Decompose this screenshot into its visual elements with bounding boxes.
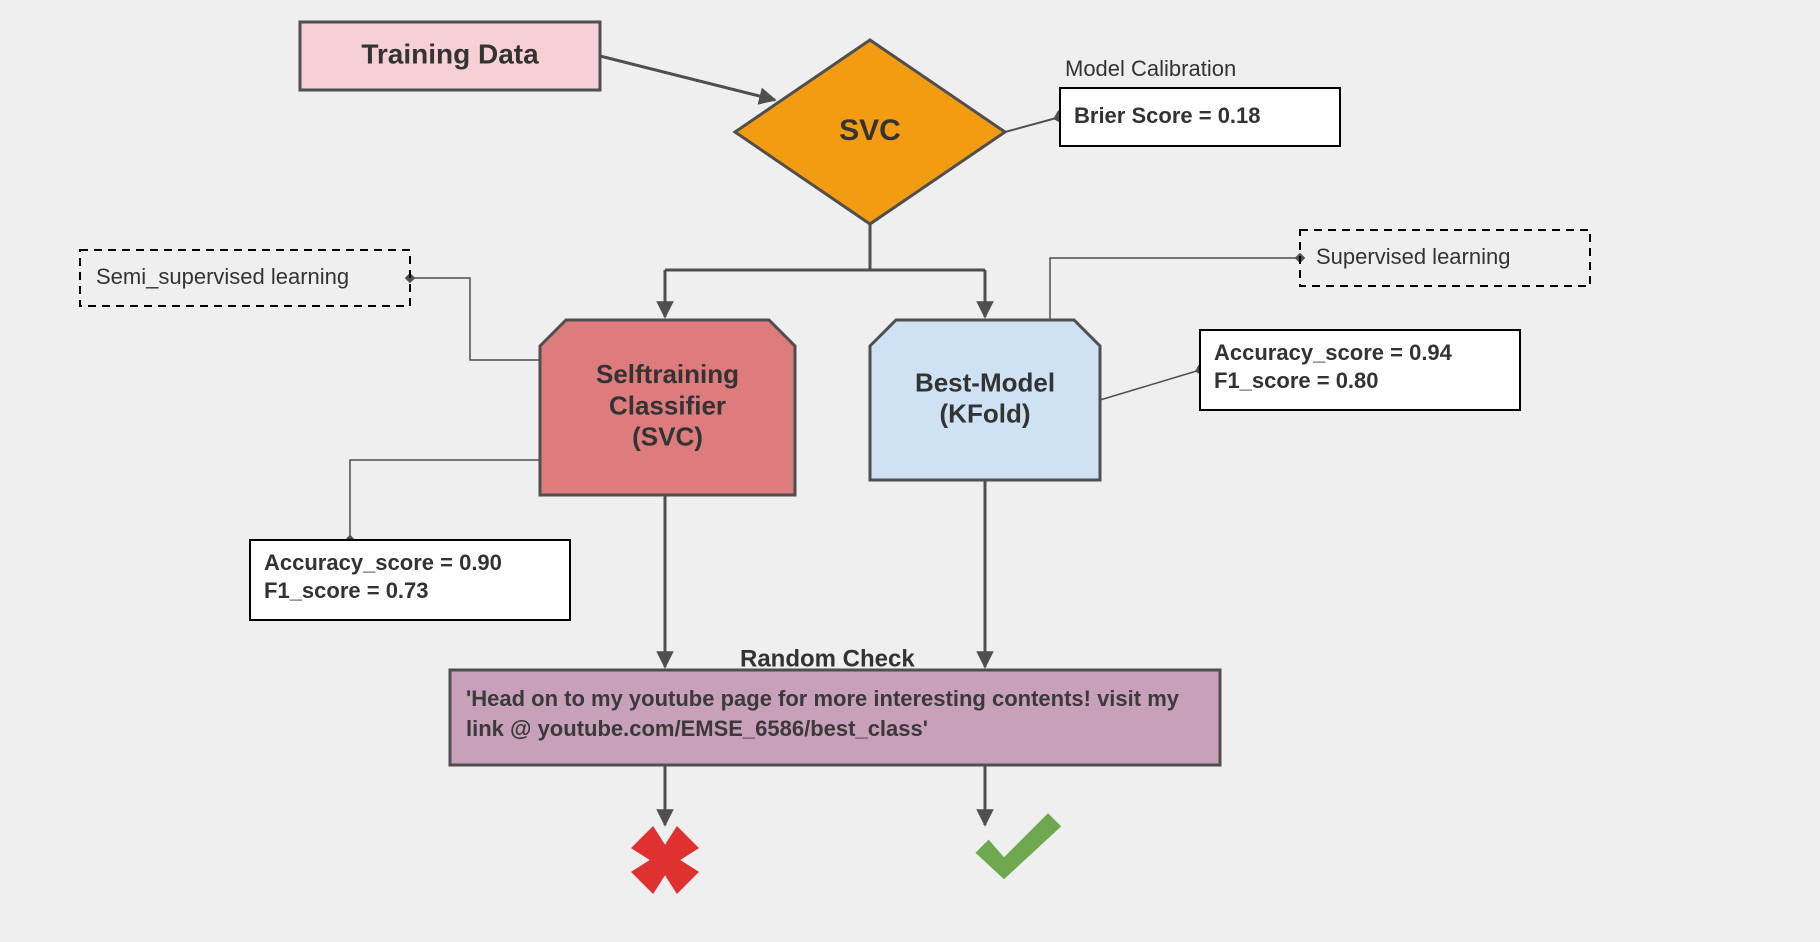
svc-to-brier (1005, 117, 1060, 132)
svg-text:(SVC): (SVC) (632, 422, 703, 452)
svg-text:F1_score = 0.73: F1_score = 0.73 (264, 578, 429, 603)
svg-text:Model Calibration: Model Calibration (1065, 56, 1236, 81)
svg-text:'Head on to my youtube page fo: 'Head on to my youtube page for more int… (466, 686, 1180, 711)
train-to-svc (600, 56, 775, 100)
svg-text:Accuracy_score = 0.94: Accuracy_score = 0.94 (1214, 340, 1453, 365)
svg-text:Selftraining: Selftraining (596, 359, 739, 389)
svg-text:Random Check: Random Check (740, 645, 915, 672)
svg-text:F1_score = 0.80: F1_score = 0.80 (1214, 368, 1379, 393)
svg-text:Semi_supervised learning: Semi_supervised learning (96, 264, 349, 289)
semi-to-self (410, 278, 540, 360)
check-icon (975, 813, 1061, 879)
svg-text:Accuracy_score = 0.90: Accuracy_score = 0.90 (264, 550, 502, 575)
svg-text:link @ youtube.com/EMSE_6586/b: link @ youtube.com/EMSE_6586/best_class' (466, 716, 928, 741)
svg-text:Training Data: Training Data (361, 38, 539, 69)
supervised-to-best (1050, 258, 1300, 320)
svg-text:SVC: SVC (839, 114, 901, 147)
svg-text:Classifier: Classifier (609, 390, 726, 420)
svg-text:Best-Model: Best-Model (915, 367, 1055, 397)
svg-text:Supervised learning: Supervised learning (1316, 244, 1510, 269)
cross-icon (631, 826, 699, 894)
svg-text:(KFold): (KFold) (940, 398, 1031, 428)
self-to-metrics (350, 460, 540, 540)
best-to-metrics (1100, 370, 1200, 400)
svg-text:Brier Score = 0.18: Brier Score = 0.18 (1074, 103, 1261, 128)
